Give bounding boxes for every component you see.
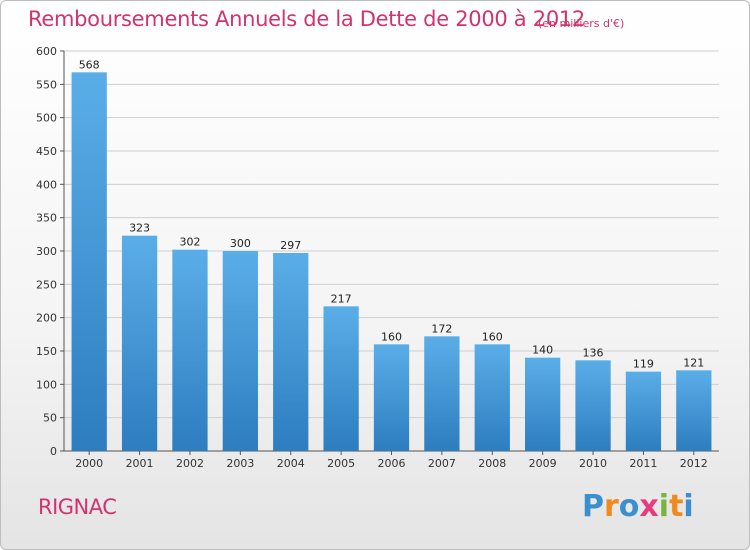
y-tick-label: 350 <box>36 212 57 225</box>
data-label: 140 <box>532 344 553 357</box>
bar-layer <box>71 72 712 451</box>
chart-title: Remboursements Annuels de la Dette de 20… <box>28 7 585 31</box>
y-tick-label: 500 <box>36 112 57 125</box>
logo-letter: P <box>582 489 604 524</box>
bar <box>323 306 359 451</box>
logo-letter: i <box>658 489 670 524</box>
data-label: 119 <box>633 358 654 371</box>
y-tick-label: 100 <box>36 378 57 391</box>
y-tick-label: 600 <box>36 45 57 58</box>
x-tick-label: 2009 <box>529 457 557 470</box>
town-name: RIGNAC <box>38 495 117 519</box>
x-tick-label: 2008 <box>478 457 506 470</box>
x-tick-label: 2010 <box>579 457 607 470</box>
y-tick-label: 0 <box>50 445 57 458</box>
y-tick-label: 400 <box>36 178 57 191</box>
x-tick-label: 2002 <box>176 457 204 470</box>
y-tick-label: 450 <box>36 145 57 158</box>
label-layer: 0 50 100 150 200 250 300 350 400 450 500 550 600 568 2… <box>36 45 708 470</box>
x-tick-label: 2000 <box>75 457 103 470</box>
logo-letter: o <box>618 489 640 524</box>
bar <box>625 371 662 451</box>
bar <box>474 344 510 451</box>
bar <box>424 336 460 451</box>
data-label: 160 <box>381 330 402 343</box>
x-tick-label: 2005 <box>327 457 355 470</box>
x-tick-label: 2007 <box>428 457 456 470</box>
logo-letter: r <box>604 489 619 524</box>
x-tick-label: 2011 <box>629 457 657 470</box>
x-tick-label: 2004 <box>277 457 305 470</box>
y-tick-label: 150 <box>36 345 57 358</box>
bar <box>273 253 309 451</box>
y-tick-label: 250 <box>36 278 57 291</box>
y-tick-label: 200 <box>36 312 57 325</box>
x-tick-label: 2001 <box>126 457 154 470</box>
data-label: 302 <box>179 236 200 249</box>
data-label: 568 <box>79 58 100 71</box>
y-tick-label: 550 <box>36 78 57 91</box>
bar <box>575 360 611 451</box>
logo-letter: i <box>683 489 694 524</box>
x-tick-label: 2003 <box>226 457 254 470</box>
logo-letter: x <box>639 489 659 524</box>
data-label: 300 <box>230 237 251 250</box>
bar <box>71 72 107 451</box>
bar <box>121 235 158 451</box>
data-label: 136 <box>583 346 604 359</box>
logo-letter: t <box>669 489 684 524</box>
x-tick-label: 2012 <box>680 457 708 470</box>
bar <box>676 370 712 451</box>
bar <box>525 357 561 451</box>
chart-subtitle: (en milliers d'€) <box>538 17 625 30</box>
data-label: 160 <box>482 330 503 343</box>
data-label: 297 <box>280 239 301 252</box>
y-tick-label: 300 <box>36 245 57 258</box>
data-label: 217 <box>331 292 352 305</box>
bar <box>373 344 410 451</box>
data-label: 121 <box>683 356 704 369</box>
y-tick-label: 50 <box>43 412 57 425</box>
data-label: 172 <box>431 322 452 335</box>
proxiti-logo: Proxiti <box>582 489 694 524</box>
x-tick-label: 2006 <box>378 457 406 470</box>
bar <box>222 251 258 451</box>
data-label: 323 <box>129 222 150 235</box>
bar <box>172 249 208 451</box>
